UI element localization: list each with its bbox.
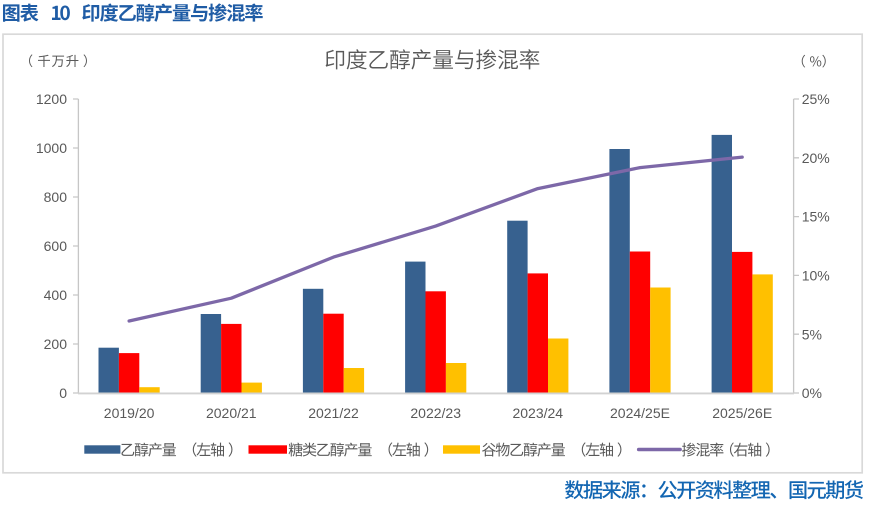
- svg-text:2021/22: 2021/22: [308, 405, 359, 421]
- svg-text:2019/20: 2019/20: [104, 405, 155, 421]
- svg-text:0: 0: [59, 385, 67, 401]
- svg-text:0%: 0%: [802, 385, 822, 401]
- svg-text:600: 600: [44, 238, 68, 254]
- svg-text:20%: 20%: [802, 150, 830, 166]
- svg-text:5%: 5%: [802, 326, 822, 342]
- svg-text:10%: 10%: [802, 268, 830, 284]
- svg-text:800: 800: [44, 189, 68, 205]
- svg-text:25%: 25%: [802, 91, 830, 107]
- svg-text:2020/21: 2020/21: [206, 405, 257, 421]
- svg-text:2022/23: 2022/23: [410, 405, 461, 421]
- svg-text:200: 200: [44, 336, 68, 352]
- svg-text:400: 400: [44, 287, 68, 303]
- svg-text:1000: 1000: [36, 140, 67, 156]
- svg-text:2024/25E: 2024/25E: [610, 405, 670, 421]
- svg-text:2023/24: 2023/24: [512, 405, 563, 421]
- svg-text:15%: 15%: [802, 209, 830, 225]
- svg-text:2025/26E: 2025/26E: [712, 405, 772, 421]
- svg-text:1200: 1200: [36, 91, 67, 107]
